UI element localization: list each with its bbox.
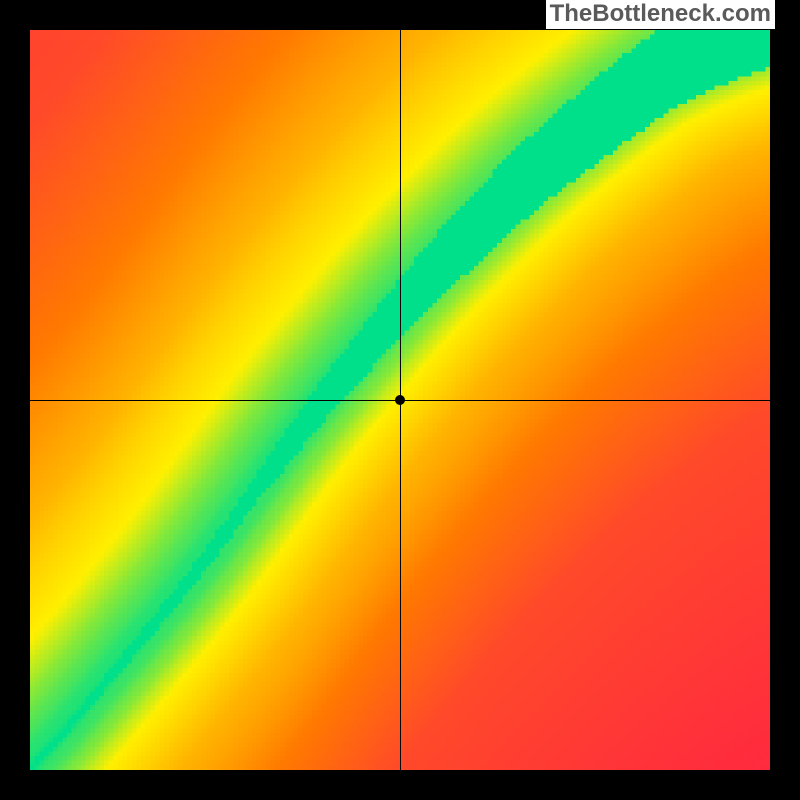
watermark-label: TheBottleneck.com bbox=[546, 0, 775, 29]
watermark-text: TheBottleneck.com bbox=[550, 0, 771, 27]
chart-frame bbox=[0, 0, 800, 800]
marker-dot bbox=[395, 395, 405, 405]
